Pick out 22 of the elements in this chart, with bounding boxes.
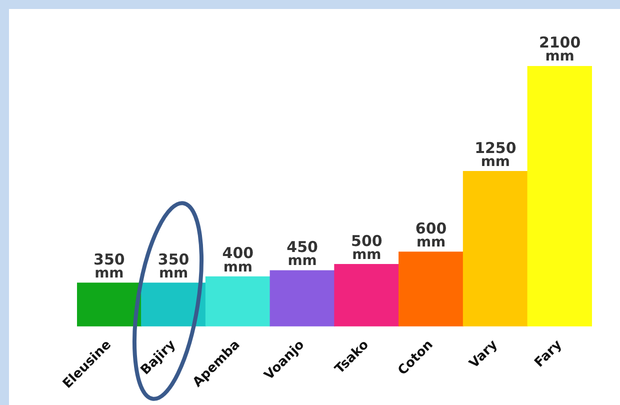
bar	[527, 66, 592, 326]
data-label: 2100	[538, 33, 581, 52]
data-label: 350	[94, 250, 125, 268]
data-label: 500	[351, 232, 382, 250]
annotation: mm	[352, 247, 382, 264]
data-label: 350	[158, 250, 190, 268]
bar	[141, 282, 206, 326]
bar	[462, 171, 528, 326]
bar	[398, 252, 464, 326]
annotation: mm	[545, 48, 574, 65]
annotation: mm	[94, 266, 124, 282]
bar	[205, 276, 270, 326]
bar	[334, 264, 400, 326]
annotation: mm	[416, 234, 446, 251]
annotation: mm	[480, 154, 510, 170]
data-label: 1250	[474, 138, 516, 157]
annotation: mm	[288, 253, 317, 270]
data-label: 450	[286, 238, 318, 256]
data-label: 600	[415, 219, 447, 238]
annotation: mm	[158, 266, 188, 282]
bar	[77, 282, 142, 326]
bar	[270, 270, 335, 326]
